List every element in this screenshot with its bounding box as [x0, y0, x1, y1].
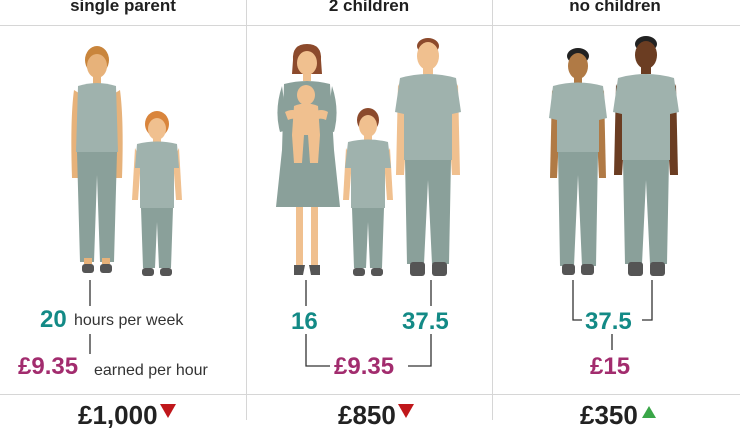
- column-title-no-children: no children: [569, 0, 661, 15]
- header-divider: [0, 25, 740, 26]
- child-figure: [343, 108, 393, 276]
- wage-caption: earned per hour: [94, 362, 208, 379]
- woman-holding-baby-figure: [276, 44, 340, 275]
- figures-illustration: [71, 36, 679, 367]
- change-value: £1,000: [78, 400, 176, 431]
- child-figure: [132, 111, 182, 276]
- change-amount: £850: [338, 400, 396, 430]
- man-figure: [613, 36, 679, 276]
- hours-value-parent-b: 37.5: [402, 308, 449, 335]
- change-amount: £350: [580, 400, 638, 430]
- column-divider-2: [492, 0, 493, 420]
- wage-value: £15: [590, 353, 631, 380]
- man-figure: [549, 48, 607, 275]
- hours-value-parent-a: 16: [291, 308, 318, 335]
- connector-lines: [89, 280, 653, 367]
- wage-value: £9.35: [334, 353, 395, 380]
- column-title-2-children: 2 children: [328, 0, 410, 15]
- hours-value: 37.5: [585, 308, 632, 335]
- adult-man-figure: [395, 38, 461, 276]
- wage-value: £9.35: [18, 353, 79, 380]
- down-arrow-icon: [159, 404, 176, 418]
- down-arrow-icon: [397, 404, 414, 418]
- up-arrow-icon: [641, 406, 656, 418]
- change-value: £850: [338, 400, 414, 431]
- hours-caption: hours per week: [74, 312, 184, 329]
- column-title-single-parent: single parent: [70, 0, 176, 15]
- change-amount: £1,000: [78, 400, 158, 430]
- change-value: £350: [580, 400, 656, 431]
- hours-value: 20: [40, 306, 67, 333]
- footer-divider: [0, 394, 740, 395]
- column-divider-1: [246, 0, 247, 420]
- adult-woman-figure: [71, 46, 123, 273]
